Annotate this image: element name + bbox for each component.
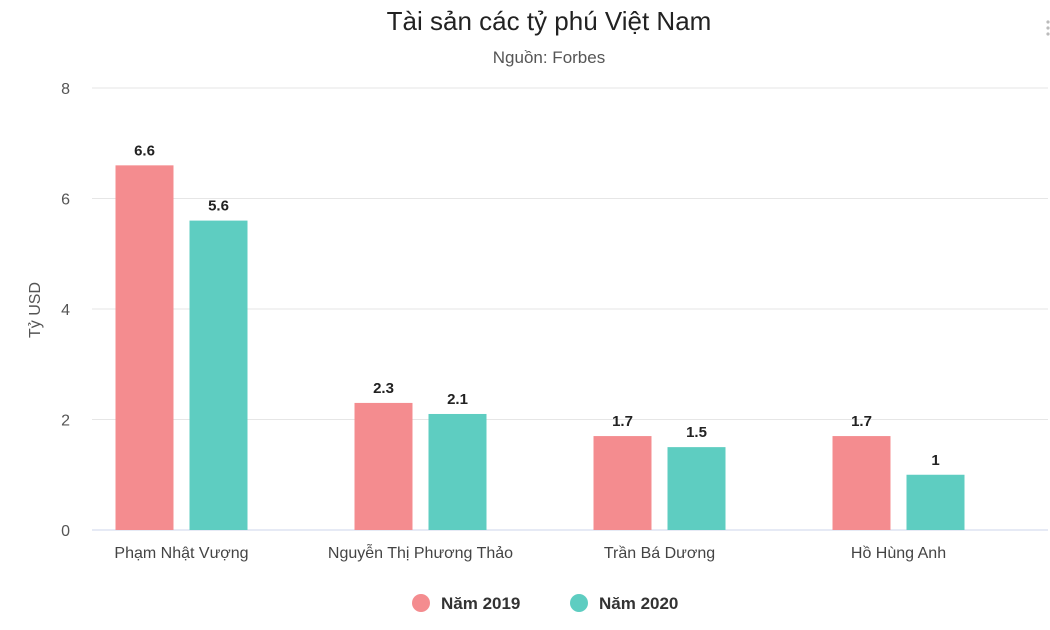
bar-2019[interactable] [354,402,413,530]
bar-2020[interactable] [667,447,726,530]
legend-item-2019[interactable]: Năm 2019 [412,594,520,613]
legend-marker [570,594,588,612]
legend-label: Năm 2020 [599,594,678,613]
data-label: 1.5 [686,424,707,441]
chart-title: Tài sản các tỷ phú Việt Nam [387,6,712,36]
legend-item-2020[interactable]: Năm 2020 [570,594,678,613]
y-tick-label: 2 [61,413,70,430]
data-labels: 6.6 5.6 2.3 2.1 1.7 1.5 1.7 1 [134,142,940,468]
bar-2019[interactable] [115,165,174,530]
chart-menu-icon[interactable] [1046,20,1050,36]
bar-2019[interactable] [593,436,652,530]
x-tick-label: Nguyễn Thị Phương Thảo [328,543,513,562]
y-tick-label: 4 [61,302,70,319]
bar-2020[interactable] [428,413,487,530]
y-axis-label: Tỷ USD [27,282,44,338]
x-axis-ticks: Phạm Nhật Vượng Nguyễn Thị Phương Thảo Trầ… [114,543,946,562]
data-label: 2.1 [447,391,468,408]
x-tick-label: Phạm Nhật Vượng [114,545,248,562]
y-axis-ticks: 0 2 4 6 8 [61,81,70,540]
x-tick-label: Hồ Hùng Anh [851,545,946,562]
y-tick-label: 6 [61,192,70,209]
y-tick-label: 8 [61,81,70,98]
data-label: 6.6 [134,142,155,159]
chart-subtitle: Nguồn: Forbes [493,48,605,67]
y-tick-label: 0 [61,523,70,540]
legend[interactable]: Năm 2019 Năm 2020 [412,594,678,613]
bars [115,165,965,530]
legend-marker [412,594,430,612]
data-label: 1 [931,452,939,469]
data-label: 1.7 [612,413,633,430]
data-label: 2.3 [373,380,394,397]
data-label: 5.6 [208,198,229,215]
legend-label: Năm 2019 [441,594,520,613]
x-tick-label: Trần Bá Dương [604,545,715,562]
data-label: 1.7 [851,413,872,430]
bar-2019[interactable] [832,436,891,530]
bar-2020[interactable] [189,220,248,530]
bar-2020[interactable] [906,474,965,530]
